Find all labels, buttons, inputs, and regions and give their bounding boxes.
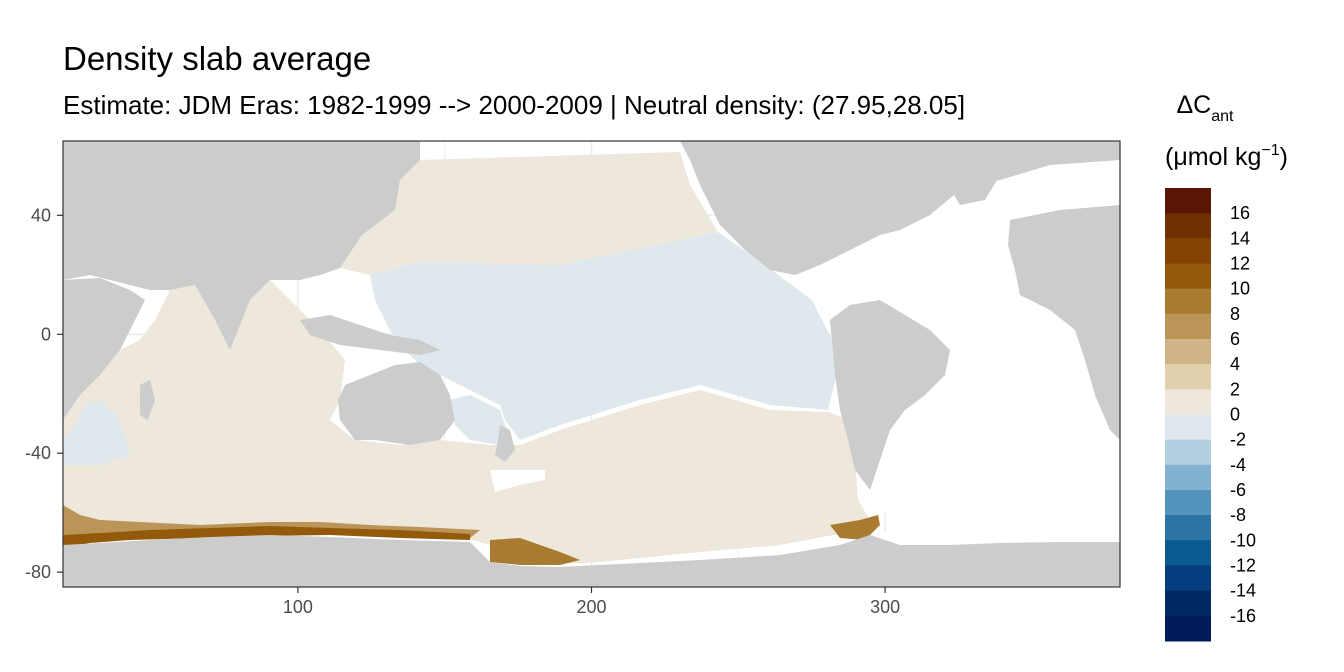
legend-swatch-13 — [1165, 515, 1211, 541]
legend-swatch-8 — [1165, 389, 1211, 415]
land-north-america — [680, 141, 1120, 275]
land-indonesia — [300, 315, 440, 355]
legend-swatch-1 — [1165, 213, 1211, 239]
legend-swatch-6 — [1165, 339, 1211, 365]
legend-label-10: -4 — [1230, 455, 1246, 475]
land-south-america — [830, 300, 950, 490]
legend-swatch-3 — [1165, 263, 1211, 290]
legend-swatch-0 — [1165, 188, 1211, 214]
legend-swatch-2 — [1165, 238, 1211, 264]
legend-label-16: -16 — [1230, 606, 1256, 626]
x-tick-label-0: 100 — [283, 597, 313, 617]
y-tick-label-0: 40 — [31, 205, 51, 225]
chart-subtitle: Estimate: JDM Eras: 1982-1999 --> 2000-2… — [63, 90, 966, 120]
land-australia — [338, 362, 455, 445]
legend-title-unit: (μmol kg−1) — [1165, 142, 1288, 171]
land-greenland — [930, 141, 1010, 205]
ocean-equatorial-pacific — [370, 232, 838, 440]
legend-swatch-17 — [1165, 615, 1211, 642]
antarctic-weddell — [830, 515, 880, 540]
y-axis: 40 0 -40 -80 — [25, 205, 63, 582]
x-tick-label-2: 300 — [870, 597, 900, 617]
legend-swatch-14 — [1165, 540, 1211, 566]
legend-label-7: 2 — [1230, 379, 1240, 399]
legend: ΔCant (μmol kg−1) 16 14 12 10 8 6 4 2 0 -2 -4 -6 -8 -… — [1165, 91, 1288, 642]
map-layer — [63, 141, 1120, 587]
legend-title-main: ΔCant — [1176, 91, 1234, 125]
legend-label-6: 4 — [1230, 354, 1240, 374]
nodata-south-georgia — [490, 470, 545, 492]
land-layer — [63, 141, 1120, 587]
legend-label-0: 16 — [1230, 203, 1250, 223]
legend-label-9: -2 — [1230, 430, 1246, 450]
legend-label-8: 0 — [1230, 405, 1240, 425]
legend-colorbar — [1165, 188, 1211, 642]
ocean-north-pacific — [340, 152, 718, 275]
legend-swatch-9 — [1165, 414, 1211, 441]
ocean-west-indian-blue — [63, 400, 130, 465]
x-tick-label-1: 200 — [576, 597, 606, 617]
land-arabia-africa — [63, 278, 145, 420]
land-antarctica — [63, 535, 1120, 587]
ocean-indian — [63, 280, 870, 565]
legend-swatch-10 — [1165, 439, 1211, 466]
land-eurasia — [63, 141, 420, 350]
chart-title: Density slab average — [63, 40, 372, 77]
antarctic-ross-sea — [490, 538, 580, 565]
y-tick-label-1: 0 — [41, 324, 51, 344]
legend-label-4: 8 — [1230, 304, 1240, 324]
legend-swatch-4 — [1165, 288, 1211, 315]
legend-swatch-5 — [1165, 313, 1211, 340]
legend-label-3: 10 — [1230, 279, 1250, 299]
legend-label-1: 14 — [1230, 228, 1250, 248]
legend-label-11: -6 — [1230, 480, 1246, 500]
legend-swatch-12 — [1165, 490, 1211, 516]
land-new-zealand — [495, 425, 515, 462]
legend-label-15: -14 — [1230, 581, 1256, 601]
legend-swatch-16 — [1165, 590, 1211, 617]
y-tick-label-2: -40 — [25, 443, 51, 463]
legend-label-12: -8 — [1230, 505, 1246, 525]
legend-swatch-15 — [1165, 565, 1211, 592]
legend-label-13: -10 — [1230, 530, 1256, 550]
land-madagascar — [140, 380, 155, 420]
y-tick-label-3: -80 — [25, 562, 51, 582]
legend-label-2: 12 — [1230, 254, 1250, 274]
land-africa-right — [1008, 205, 1120, 440]
legend-label-5: 6 — [1230, 329, 1240, 349]
legend-swatch-7 — [1165, 364, 1211, 390]
legend-labels: 16 14 12 10 8 6 4 2 0 -2 -4 -6 -8 -10 -12 -14 -16 — [1230, 203, 1256, 626]
legend-swatch-11 — [1165, 464, 1211, 491]
legend-label-14: -12 — [1230, 556, 1256, 576]
antarctic-margin-west-dark — [63, 526, 470, 548]
x-axis: 100 200 300 — [283, 587, 900, 617]
ocean-tasman — [450, 395, 510, 445]
